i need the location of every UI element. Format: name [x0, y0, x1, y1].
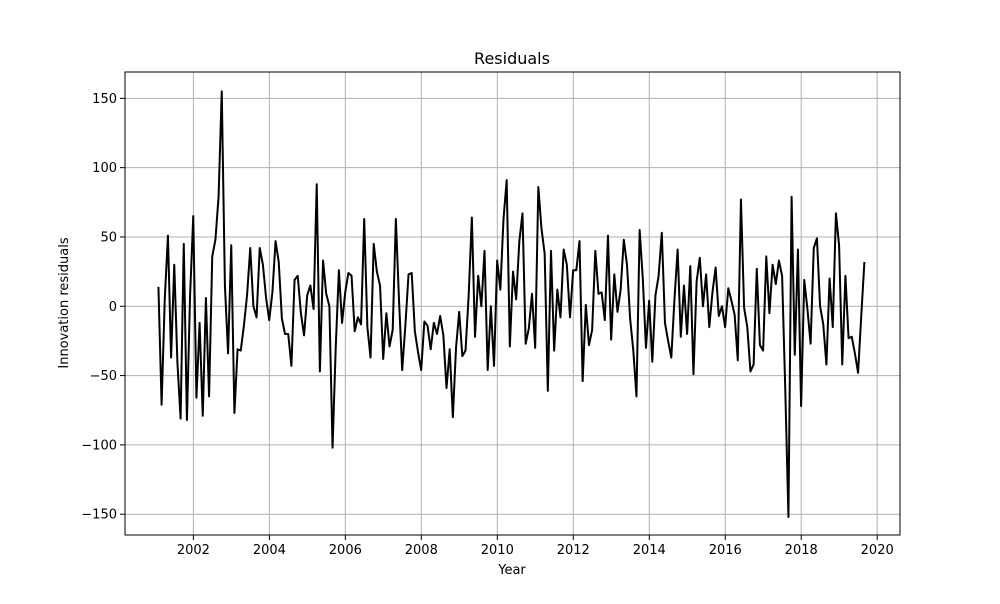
- y-tick-label: −50: [90, 369, 117, 384]
- x-tick-label: 2012: [557, 543, 590, 558]
- y-tick-label: 0: [109, 300, 117, 315]
- x-tick-label: 2010: [481, 543, 514, 558]
- y-axis-label: Innovation residuals: [57, 237, 72, 368]
- x-tick-label: 2006: [329, 543, 362, 558]
- chart-title: Residuals: [474, 49, 550, 68]
- plot-frame: [124, 71, 901, 536]
- x-axis-label: Year: [497, 563, 526, 578]
- y-tick-label: −100: [81, 438, 117, 453]
- x-tick-label: 2008: [405, 543, 438, 558]
- y-tick-label: −150: [81, 508, 117, 523]
- y-tick-label: 150: [92, 92, 117, 107]
- x-tick-label: 2004: [253, 543, 286, 558]
- residuals-series-line: [157, 90, 866, 518]
- series-group: [157, 90, 866, 518]
- x-tick-label: 2002: [177, 543, 210, 558]
- x-tick-label: 2016: [709, 543, 742, 558]
- x-tick-label: 2020: [861, 543, 894, 558]
- x-tick-label: 2014: [633, 543, 666, 558]
- y-tick-label: 50: [100, 230, 117, 245]
- x-tick-label: 2018: [785, 543, 818, 558]
- axis-ticks: 2002 2004 2006 2008 2010 2012 2014 2016 2018 2020…: [81, 92, 893, 558]
- y-tick-label: 100: [92, 161, 117, 176]
